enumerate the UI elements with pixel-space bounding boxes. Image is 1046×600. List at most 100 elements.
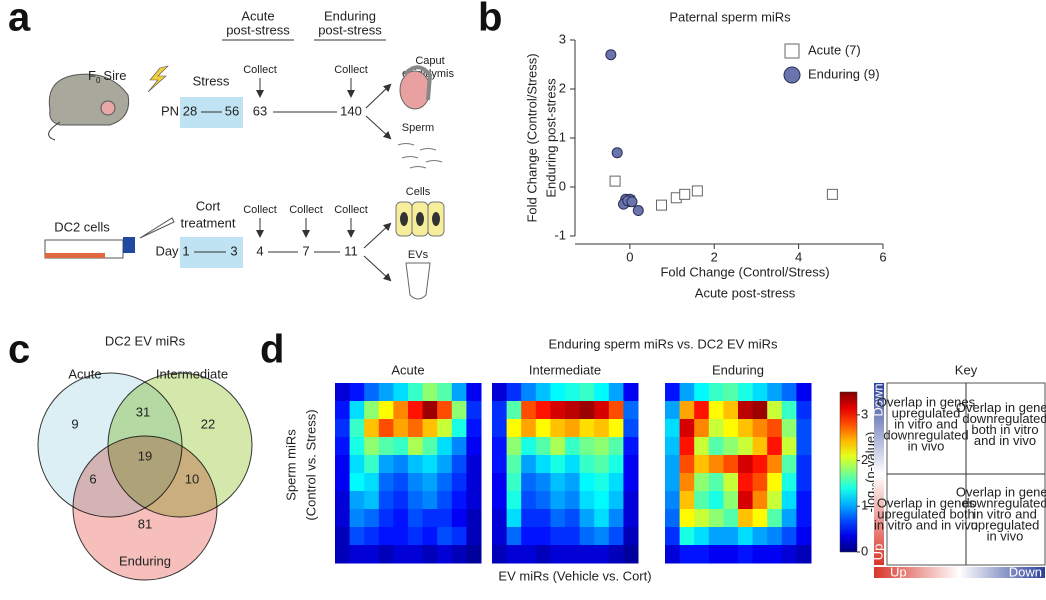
heat-cell	[565, 491, 581, 510]
venn-count: 81	[138, 516, 152, 531]
heat-cell	[665, 419, 681, 438]
key-text: Overlap in genes	[877, 495, 976, 510]
panel-title: Enduring sperm miRs vs. DC2 EV miRs	[549, 336, 778, 351]
heat-cell	[466, 527, 482, 546]
heat-cell	[752, 383, 768, 402]
label: 4	[256, 243, 263, 258]
heat-cell	[466, 383, 482, 402]
heat-cell	[594, 419, 610, 438]
header: Enduring	[324, 8, 376, 23]
label: treatment	[181, 215, 236, 230]
y-tick-label: 3	[559, 31, 566, 46]
heat-cell	[408, 455, 424, 474]
heat-cell	[349, 383, 365, 402]
heat-cell	[422, 527, 438, 546]
heat-cell	[723, 491, 739, 510]
point	[609, 175, 621, 187]
heat-cell	[579, 545, 595, 564]
heat-cell	[364, 419, 380, 438]
heat-cell	[335, 509, 351, 528]
key-hbar	[874, 567, 1045, 578]
heat-cell	[623, 491, 639, 510]
heat-cell	[781, 473, 797, 492]
label: DC2 cells	[54, 219, 110, 234]
heat-cell	[506, 509, 522, 528]
heat-cell	[579, 473, 595, 492]
heat-cell	[492, 491, 508, 510]
heat-cell	[521, 455, 537, 474]
legend-marker	[783, 66, 801, 84]
panel-label: a	[8, 0, 31, 40]
heat-cell	[796, 401, 812, 420]
heat-cell	[608, 419, 624, 438]
heat-cell	[550, 455, 566, 474]
key-text: Overlap in genes	[956, 484, 1046, 499]
heat-cell	[378, 455, 394, 474]
heat-cell	[708, 401, 724, 420]
heat-cell	[708, 419, 724, 438]
heat-cell	[623, 419, 639, 438]
heat-cell	[767, 545, 783, 564]
key-vlabel: Up	[870, 544, 885, 561]
heat-cell	[492, 401, 508, 420]
heat-cell	[506, 383, 522, 402]
x-tick-label: 0	[626, 249, 633, 264]
heat-cell	[565, 437, 581, 456]
heat-cell	[623, 455, 639, 474]
heat-cell	[594, 527, 610, 546]
heat-cell	[466, 473, 482, 492]
heat-cell	[492, 455, 508, 474]
heat-cell	[550, 419, 566, 438]
heat-cell	[694, 473, 710, 492]
legend-label: Acute (7)	[808, 42, 861, 57]
heat-cell	[422, 401, 438, 420]
y-label: Enduring post-stress	[543, 78, 558, 198]
venn-count: 6	[89, 471, 96, 486]
heat-cell	[594, 473, 610, 492]
heat-cell	[723, 419, 739, 438]
heat-cell	[521, 419, 537, 438]
heat-cell	[679, 401, 695, 420]
label: 63	[253, 103, 267, 118]
heat-cell	[378, 545, 394, 564]
heat-cell	[535, 419, 551, 438]
heat-cell	[708, 491, 724, 510]
key-text: downregulated	[883, 427, 968, 442]
heat-cell	[335, 401, 351, 420]
key-text: and in vivo	[974, 433, 1036, 448]
panel-label: c	[8, 328, 30, 372]
heat-cell	[550, 527, 566, 546]
heat-cell	[437, 437, 453, 456]
sperm-icons	[397, 143, 443, 169]
heat-cell	[781, 527, 797, 546]
text: 0	[96, 76, 101, 85]
text: Sire	[103, 68, 126, 83]
heat-cell	[364, 437, 380, 456]
heat-cell	[665, 527, 681, 546]
mouse-tail	[48, 121, 61, 141]
colorbar	[839, 391, 858, 553]
heat-cell	[752, 419, 768, 438]
heat-cell	[521, 527, 537, 546]
heat-cell	[565, 383, 581, 402]
heat-cell	[451, 419, 467, 438]
heat-cell	[378, 473, 394, 492]
venn-set-label: Intermediate	[156, 366, 228, 381]
heat-cell	[492, 473, 508, 492]
heat-cell	[378, 437, 394, 456]
key-vbar	[874, 383, 884, 565]
heat-cell	[550, 509, 566, 528]
label: Cells	[406, 186, 431, 198]
label: 3	[230, 243, 237, 258]
venn-count: 31	[136, 404, 150, 419]
heat-cell	[723, 455, 739, 474]
heat-cell	[694, 527, 710, 546]
heat-cell	[535, 491, 551, 510]
label: Collect	[289, 204, 323, 216]
lightning	[147, 65, 169, 93]
heat-cell	[608, 473, 624, 492]
label: Day	[155, 243, 179, 258]
heat-cell	[579, 491, 595, 510]
label: Collect	[334, 204, 368, 216]
heat-cell	[579, 419, 595, 438]
